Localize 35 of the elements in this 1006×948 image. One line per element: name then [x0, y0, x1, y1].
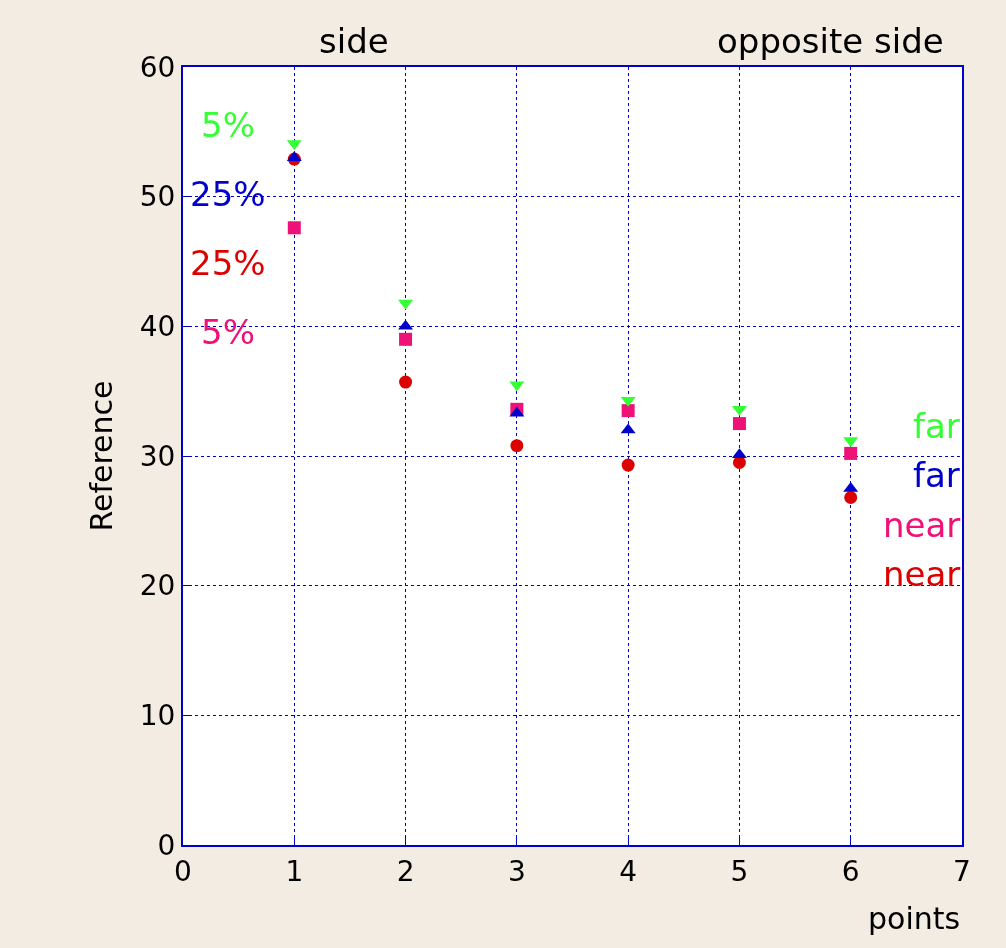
text: opposite side	[717, 21, 944, 61]
point	[399, 332, 413, 346]
series-label: 25%	[190, 174, 266, 214]
x-tick-label: 1	[285, 854, 304, 888]
y-tick-label: 0	[157, 828, 176, 862]
annotation: far	[913, 406, 960, 446]
point	[287, 221, 301, 235]
point	[621, 458, 635, 472]
point	[844, 490, 858, 504]
y-tick-label: 20	[139, 569, 176, 603]
point	[732, 417, 746, 431]
x-tick-label: 3	[507, 854, 526, 888]
x-tick-label: 6	[841, 854, 860, 888]
text: 5%	[201, 312, 255, 352]
point	[510, 439, 524, 453]
text: 25%	[190, 243, 266, 283]
point	[621, 404, 635, 418]
x-tick-label: 4	[619, 854, 638, 888]
y-axis-title: Reference	[84, 380, 120, 532]
series-label: 5%	[201, 105, 255, 145]
point	[399, 375, 413, 389]
annotation: near	[883, 554, 961, 594]
y-tick-label: 10	[139, 699, 176, 733]
text: side	[319, 21, 389, 61]
y-tick-label: 40	[139, 310, 176, 344]
y-tick-label: 60	[139, 50, 176, 84]
x-tick-label: 2	[396, 854, 415, 888]
point	[844, 446, 858, 460]
annotation: near	[883, 505, 961, 545]
x-axis-title: points	[868, 901, 961, 936]
x-tick-label: 5	[730, 854, 749, 888]
annotation: far	[913, 455, 960, 495]
x-tick-label: 7	[953, 854, 971, 888]
y-tick-label: 30	[139, 439, 176, 473]
y-tick-label: 50	[139, 180, 176, 214]
